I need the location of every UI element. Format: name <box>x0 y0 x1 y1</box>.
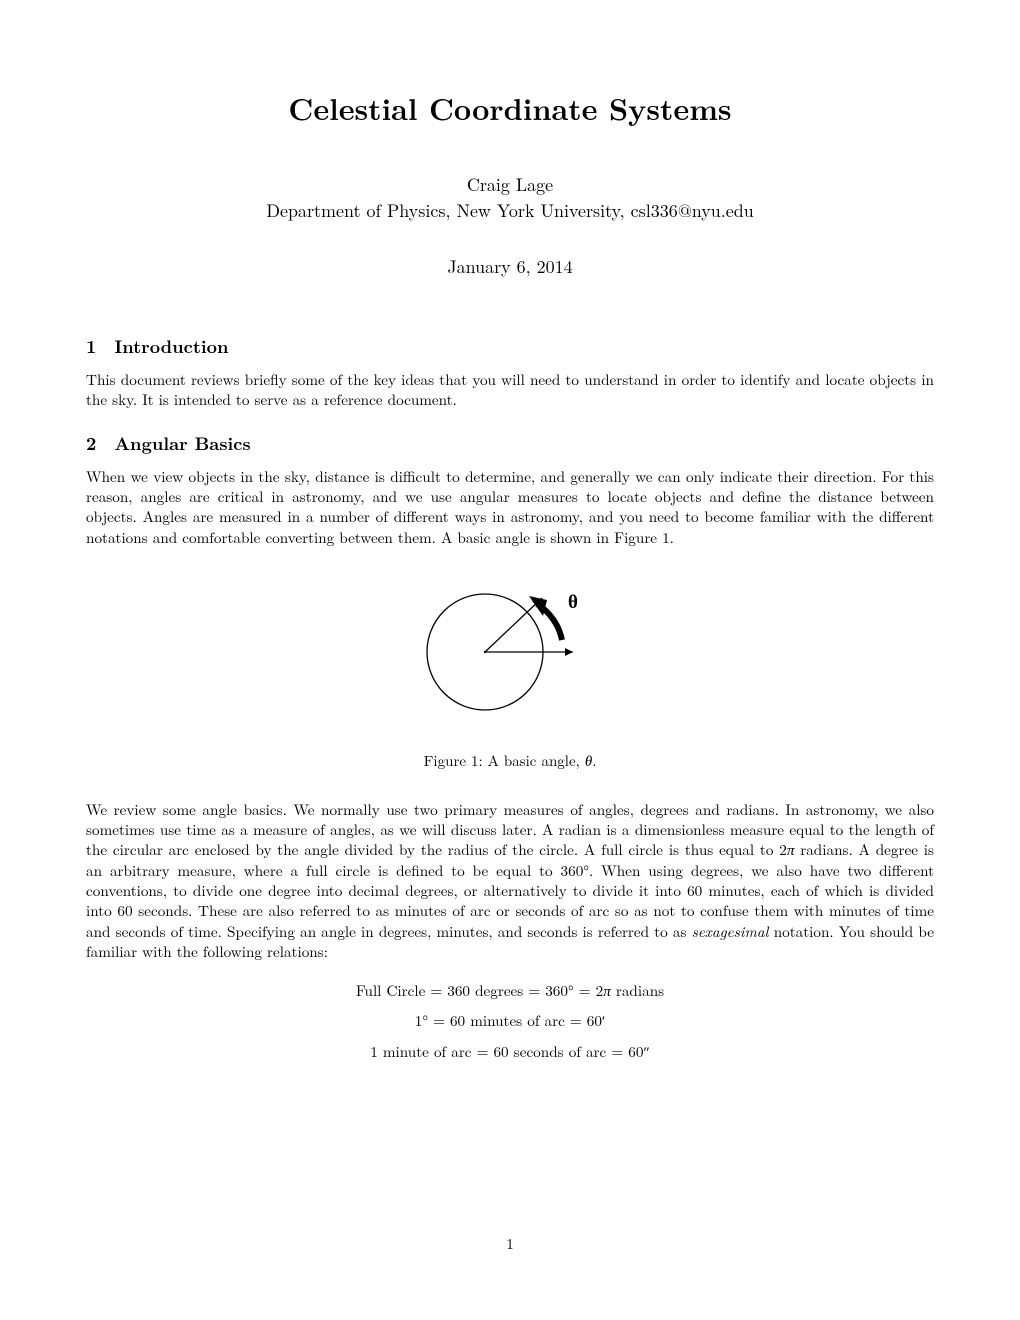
section-title: Angular Basics <box>114 431 250 456</box>
equation-degree-minutes: 1° = 60 minutes of arc = 60′ <box>86 1011 934 1032</box>
author-name: Craig Lage <box>86 173 934 197</box>
author-block: Craig Lage Department of Physics, New Yo… <box>86 173 934 224</box>
section-title: Introduction <box>114 334 228 359</box>
angular-paragraph-1: When we view objects in the sky, distanc… <box>86 467 934 548</box>
section-heading-angular-basics: 2 Angular Basics <box>86 432 934 456</box>
equation-minute-seconds: 1 minute of arc = 60 seconds of arc = 60… <box>86 1042 934 1063</box>
intro-paragraph: This document reviews briefly some of th… <box>86 370 934 411</box>
theta-label: θ <box>568 592 578 613</box>
document-title: Celestial Coordinate Systems <box>86 88 934 129</box>
author-affiliation: Department of Physics, New York Universi… <box>86 199 934 223</box>
angle-relations-equations: Full Circle = 360 degrees = 360° = 2π ra… <box>86 981 934 1063</box>
equation-full-circle: Full Circle = 360 degrees = 360° = 2π ra… <box>86 981 934 1002</box>
document-date: January 6, 2014 <box>86 255 934 279</box>
figure-1-angle-diagram: θ <box>86 572 934 727</box>
section-number: 1 <box>86 335 96 359</box>
section-heading-introduction: 1 Introduction <box>86 335 934 359</box>
page-number: 1 <box>0 1234 1020 1254</box>
angle-diagram-svg: θ <box>410 572 610 722</box>
angular-paragraph-2: We review some angle basics. We normally… <box>86 800 934 963</box>
figure-1-caption: Figure 1: A basic angle, θ. <box>86 751 934 771</box>
section-number: 2 <box>86 432 96 456</box>
